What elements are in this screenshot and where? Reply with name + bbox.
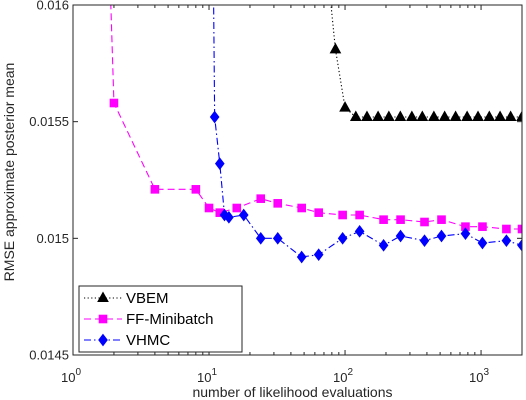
vbem-point [461,110,473,121]
vhmc-point [337,232,348,245]
x-axis-label: number of likelihood evaluations [192,384,392,400]
ff-minibatch-point [191,185,201,194]
vhmc-point [395,229,406,243]
vhmc-point [272,232,283,245]
vhmc-point [313,248,324,261]
vbem-point [504,110,517,121]
plot-frame [72,4,523,356]
vbem-point [372,110,384,121]
vhmc-point [238,208,249,222]
vhmc-point [378,239,389,252]
ff-minibatch-point [204,203,214,213]
ff-minibatch-point [379,215,388,224]
legend-label-ff-minibatch: FF-Minibatch [126,311,214,328]
vbem-point [416,110,429,121]
y-tick-label: 0.0155 [29,114,69,129]
ff-minibatch-point [232,203,242,213]
vhmc-point [477,236,488,250]
ff-minibatch-line [110,5,522,230]
vhmc-point [517,239,522,252]
vbem-point [329,42,342,54]
y-tick-label: 0.015 [36,231,69,246]
legend-marker-vbem [97,291,109,302]
vhmc-line [213,5,522,258]
vbem-point [428,110,440,121]
ff-minibatch-point [502,224,511,234]
vhmc-point [436,229,447,243]
legend-marker-ff-minibatch [98,314,108,324]
vhmc-series [209,5,522,264]
vhmc-point [419,234,430,247]
vbem-series [329,5,522,121]
vbem-point [438,110,451,121]
y-axis-label: RMSE approximate posterior mean [1,63,17,282]
vbem-point [516,110,522,121]
legend-label-vhmc: VHMC [126,332,170,349]
y-tick-label: 0.016 [36,0,69,13]
vbem-point [472,110,484,121]
ff-minibatch-point [273,199,283,208]
ff-minibatch-point [338,210,347,220]
legend: VBEM FF-Minibatch VHMC [78,285,243,353]
ff-minibatch-point [297,203,306,213]
x-tick-label: 100 [61,367,81,385]
vbem-point [406,110,418,121]
vhmc-point [255,232,266,245]
vhmc-point [214,157,225,170]
vbem-point [349,110,362,121]
vhmc-point [209,110,220,124]
vhmc-point [296,250,307,264]
vbem-point [361,110,373,121]
vbem-point [449,110,462,121]
ff-minibatch-point [150,185,160,194]
ff-minibatch-series [109,5,522,234]
vbem-point [383,110,395,121]
ff-minibatch-point [396,215,405,224]
vhmc-point [354,225,365,238]
vbem-point [483,110,496,121]
ff-minibatch-point [437,215,446,224]
x-tick-label: 103 [469,367,489,385]
ff-minibatch-point [478,222,487,231]
x-tick-label: 101 [197,367,217,385]
vhmc-point [224,211,234,224]
ff-minibatch-point [517,224,522,234]
vbem-line [330,5,522,118]
ff-minibatch-point [420,217,429,227]
y-tick-label: 0.0145 [29,348,69,363]
vhmc-point [501,234,512,247]
x-tick-label: 102 [333,367,353,385]
ff-minibatch-point [256,194,266,203]
ff-minibatch-point [109,98,119,108]
ff-minibatch-point [355,210,364,220]
vhmc-point [460,227,471,240]
vbem-point [394,110,407,121]
ff-minibatch-point [314,208,323,217]
vbem-point [339,101,351,112]
legend-label-vbem: VBEM [126,290,169,307]
vbem-point [494,110,506,121]
legend-marker-vhmc [98,333,108,347]
